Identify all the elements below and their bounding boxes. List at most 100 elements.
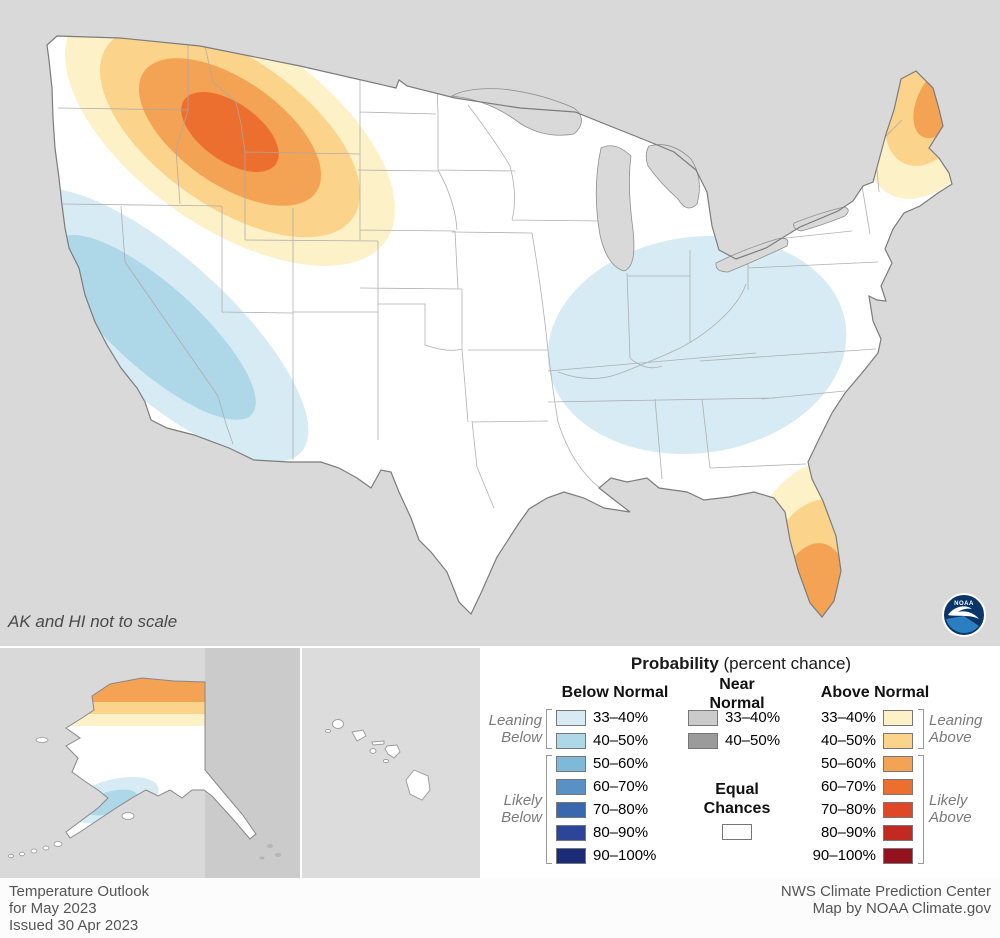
below-normal-swatch [556, 847, 586, 864]
below-normal-region-ohio-valley [547, 236, 847, 454]
above-normal-row: 70–80% [812, 798, 913, 821]
footer-credit: Map by NOAA Climate.gov [812, 900, 991, 917]
noaa-seabird-icon [948, 606, 979, 619]
footer-left: Temperature Outlook for May 2023 Issued … [9, 883, 149, 938]
above-normal-row: 40–50% [812, 729, 913, 752]
above-normal-column: 33–40% 40–50% 50–60% 60–70% 70–80% 80–90% 90–1… [812, 706, 913, 867]
below-normal-swatch [556, 709, 586, 726]
conus-map [46, 35, 953, 618]
below-normal-region-southwest [47, 188, 309, 462]
above-normal-row: 33–40% [812, 706, 913, 729]
above-normal-row: 90–100% [812, 844, 913, 867]
above-normal-swatch [883, 755, 913, 772]
footer-right: NWS Climate Prediction Center Map by NOA… [781, 883, 991, 938]
lake-huron [645, 144, 700, 209]
below-normal-row: 40–50% [556, 729, 656, 752]
alaska-inset [0, 648, 300, 878]
southeast-islands [259, 844, 281, 860]
above-normal-swatch [883, 824, 913, 841]
below-normal-label: 50–60% [593, 755, 649, 772]
footer-issued-date: Issued 30 Apr 2023 [9, 917, 139, 934]
above-normal-swatch [883, 778, 913, 795]
below-normal-label: 40–50% [593, 732, 649, 749]
hawaii-background [302, 648, 480, 878]
near-normal-column: 33–40% 40–50% [688, 706, 780, 752]
likely-above-bracket [918, 755, 924, 864]
noaa-emblem: NOAA [942, 593, 986, 637]
legend-title-bold: Probability [630, 654, 719, 673]
below-normal-row: 90–100% [556, 844, 656, 867]
above-normal-header: Above Normal [820, 684, 930, 701]
above-normal-label: 33–40% [820, 709, 876, 726]
above-normal-swatch [883, 801, 913, 818]
near-normal-label: 33–40% [725, 709, 781, 726]
footer-period: for May 2023 [9, 900, 97, 917]
island-maui [384, 744, 401, 759]
below-normal-row: 50–60% [556, 752, 656, 775]
below-normal-label: 80–90% [593, 824, 649, 841]
near-header-line2: Normal [709, 695, 765, 712]
island-molokai [371, 740, 385, 746]
above-normal-swatch [883, 847, 913, 864]
below-normal-row: 33–40% [556, 706, 656, 729]
legend-title-rest: (percent chance) [718, 654, 852, 673]
island-lanai [369, 748, 377, 754]
aleutian-islands [8, 737, 135, 859]
conus-map-panel: AK and HI not to scale NOAA [0, 0, 1000, 646]
below-normal-swatch [556, 732, 586, 749]
near-normal-label: 40–50% [725, 732, 781, 749]
above-normal-row: 60–70% [812, 775, 913, 798]
above-normal-label: 90–100% [812, 847, 876, 864]
lake-erie [715, 237, 789, 273]
above-normal-label: 60–70% [820, 778, 876, 795]
below-normal-row: 70–80% [556, 798, 656, 821]
noaa-logo: NOAA [941, 592, 987, 638]
below-normal-row: 80–90% [556, 821, 656, 844]
island-oahu [351, 729, 367, 742]
hawaii-inset [302, 648, 480, 878]
lake-michigan [595, 145, 635, 272]
legend-title: Probability (percent chance) [482, 654, 1000, 674]
footer-source: NWS Climate Prediction Center [780, 883, 991, 900]
near-normal-header: Near Normal [682, 675, 792, 713]
below-normal-swatch [556, 755, 586, 772]
noaa-text: NOAA [954, 601, 974, 607]
hawaii-map [302, 648, 480, 878]
above-normal-label: 80–90% [820, 824, 876, 841]
alaska-map [0, 648, 300, 878]
leaning-below-label: Leaning Below [488, 712, 542, 746]
footer: Temperature Outlook for May 2023 Issued … [0, 878, 1000, 938]
near-header-line1: Near [719, 676, 755, 693]
leaning-above-bracket [918, 709, 924, 749]
below-normal-header: Below Normal [561, 684, 669, 701]
near-normal-swatch [688, 709, 718, 726]
above-normal-label: 70–80% [820, 801, 876, 818]
equal-chances-label-line2: Chances [703, 800, 771, 817]
above-normal-swatch [883, 732, 913, 749]
above-normal-label: 50–60% [820, 755, 876, 772]
island-hawaii [405, 769, 431, 801]
scale-note: AK and HI not to scale [8, 612, 178, 631]
noaa-sea [946, 616, 979, 633]
near-normal-row: 40–50% [688, 729, 780, 752]
lake-superior [450, 88, 582, 136]
above-normal-region-northwest [65, 36, 395, 266]
equal-chances-swatch [722, 824, 752, 840]
island-niihau [325, 728, 331, 734]
near-normal-swatch [688, 732, 718, 749]
below-normal-label: 70–80% [593, 801, 649, 818]
bottom-strip: Probability (percent chance) Below Norma… [0, 648, 1000, 878]
below-normal-label: 90–100% [593, 847, 657, 864]
below-normal-column: 33–40% 40–50% 50–60% 60–70% 70–80% 80–90% 90–1… [556, 706, 656, 867]
below-normal-swatch [556, 824, 586, 841]
likely-above-label: Likely Above [929, 792, 972, 826]
below-normal-swatch [556, 801, 586, 818]
above-normal-row: 80–90% [812, 821, 913, 844]
above-normal-swatch [883, 709, 913, 726]
leaning-above-label: Leaning Above [929, 712, 983, 746]
above-normal-row: 50–60% [812, 752, 913, 775]
canada-area [205, 648, 300, 878]
island-kauai [332, 719, 344, 729]
below-normal-row: 60–70% [556, 775, 656, 798]
